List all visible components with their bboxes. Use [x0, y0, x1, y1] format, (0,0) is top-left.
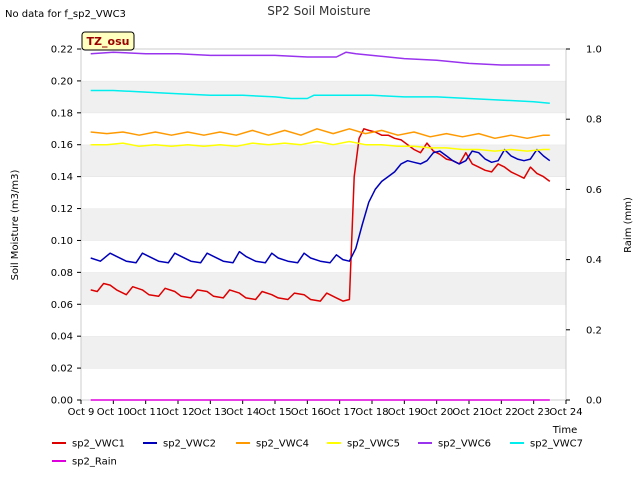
site-badge-text: TZ_osu — [87, 35, 130, 48]
x-axis-label: Time — [552, 425, 577, 436]
x-tick-label: Oct 20 — [420, 407, 453, 418]
y2-tick-label: 0.2 — [586, 325, 602, 336]
site-badge: TZ_osu — [81, 31, 135, 51]
y2-axis-label: Raim (mm) — [623, 197, 634, 253]
legend-label-sp2_VWC1: sp2_VWC1 — [72, 439, 125, 450]
x-tick-label: Oct 12 — [161, 407, 194, 418]
y2-tick-label: 0.4 — [586, 255, 602, 266]
y-tick-label: 0.20 — [51, 76, 73, 87]
grid-band — [81, 304, 566, 337]
y2-tick-label: 1.0 — [586, 45, 602, 56]
y2-tick-label: 0.0 — [586, 396, 602, 407]
y-tick-label: 0.12 — [51, 204, 73, 215]
series-line-sp2_VWC1 — [90, 128, 551, 302]
x-tick-label: Oct 24 — [549, 407, 582, 418]
y-tick-label: 0.02 — [51, 364, 73, 375]
x-tick-label: Oct 11 — [129, 407, 162, 418]
legend-label-sp2_VWC2: sp2_VWC2 — [163, 439, 216, 450]
x-tick-label: Oct 14 — [226, 407, 259, 418]
grid-band — [81, 176, 566, 209]
series-line-sp2_VWC2 — [90, 148, 551, 264]
y2-axis: 0.0 0.2 0.4 0.6 0.8 1.0 — [566, 45, 602, 407]
y-axis-label: Soil Moisture (m3/m3) — [10, 170, 21, 281]
x-tick-label: Oct 23 — [517, 407, 550, 418]
x-tick-label: Oct 10 — [97, 407, 130, 418]
grid-bands — [81, 48, 566, 400]
series-line-sp2_VWC4 — [90, 128, 550, 140]
x-tick-label: Oct 21 — [452, 407, 485, 418]
y-tick-label: 0.04 — [51, 332, 73, 343]
legend-label-sp2_VWC4: sp2_VWC4 — [256, 439, 309, 450]
chart-title: SP2 Soil Moisture — [267, 4, 370, 18]
site-badge-box — [81, 31, 135, 51]
grid-band — [81, 240, 566, 273]
x-tick-label: Oct 16 — [291, 407, 324, 418]
series-line-sp2_VWC7 — [90, 89, 550, 104]
series-line-sp2_VWC6 — [90, 51, 550, 66]
legend: sp2_VWC1 sp2_VWC2 sp2_VWC4 sp2_VWC5 sp2_VWC6… — [52, 439, 583, 468]
grid-band — [81, 208, 566, 241]
x-axis: Oct 9 Oct 10 Oct 11 Oct 12 Oct 13 Oct 14 Oct 1… — [68, 400, 583, 418]
y2-tick-label: 0.8 — [586, 115, 602, 126]
x-tick-label: Oct 15 — [258, 407, 291, 418]
grid-band — [81, 368, 566, 400]
series-lines — [90, 51, 551, 401]
x-tick-label: Oct 9 — [68, 407, 95, 418]
grid-band — [81, 272, 566, 305]
legend-label-sp2_Rain: sp2_Rain — [72, 457, 117, 468]
x-tick-label: Oct 13 — [194, 407, 227, 418]
y-tick-label: 0.18 — [51, 108, 73, 119]
grid-band — [81, 144, 566, 177]
grid-band — [81, 112, 566, 145]
grid-band — [81, 336, 566, 369]
y-tick-label: 0.06 — [51, 300, 73, 311]
y-tick-label: 0.08 — [51, 268, 73, 279]
y-tick-label: 0.14 — [51, 172, 73, 183]
y2-tick-label: 0.6 — [586, 185, 602, 196]
y-tick-label: 0.16 — [51, 140, 73, 151]
x-tick-label: Oct 18 — [355, 407, 388, 418]
y-axis: 0.00 0.02 0.04 0.06 0.08 0.10 0.12 0.14 0.16 0.18… — [51, 45, 81, 407]
grid-band — [81, 80, 566, 113]
legend-label-sp2_VWC5: sp2_VWC5 — [347, 439, 400, 450]
x-tick-label: Oct 22 — [485, 407, 518, 418]
x-tick-label: Oct 19 — [388, 407, 421, 418]
no-data-message: No data for f_sp2_VWC3 — [5, 9, 126, 20]
y-tick-label: 0.22 — [51, 45, 73, 56]
legend-label-sp2_VWC7: sp2_VWC7 — [530, 439, 583, 450]
series-line-sp2_VWC5 — [90, 140, 550, 152]
x-tick-label: Oct 17 — [323, 407, 356, 418]
y-tick-label: 0.10 — [51, 236, 73, 247]
y-tick-label: 0.00 — [51, 396, 73, 407]
legend-label-sp2_VWC6: sp2_VWC6 — [438, 439, 491, 450]
